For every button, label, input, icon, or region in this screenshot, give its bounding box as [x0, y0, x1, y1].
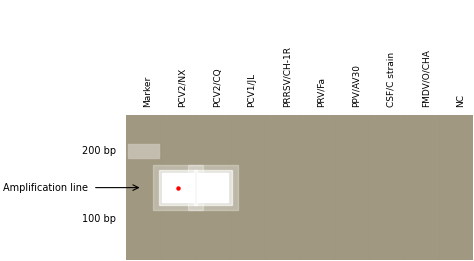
Bar: [197, 173, 228, 202]
Bar: [194, 170, 231, 205]
Bar: [126, 115, 474, 260]
Text: PCV2/NX: PCV2/NX: [178, 68, 187, 107]
Text: Marker: Marker: [143, 76, 152, 107]
Bar: [188, 165, 238, 210]
Text: Amplification line: Amplification line: [3, 183, 88, 193]
Bar: [159, 170, 197, 205]
Text: 200 bp: 200 bp: [82, 146, 117, 156]
Text: PCV1/JL: PCV1/JL: [247, 73, 256, 107]
Text: PRV/Fa: PRV/Fa: [317, 77, 326, 107]
Text: NC: NC: [456, 94, 465, 107]
Text: PRRSV/CH-1R: PRRSV/CH-1R: [282, 46, 291, 107]
Text: 100 bp: 100 bp: [82, 214, 117, 224]
Bar: [128, 144, 159, 158]
Text: PPV/AV30: PPV/AV30: [352, 64, 361, 107]
Text: FMDV/O/CHA: FMDV/O/CHA: [421, 49, 430, 107]
Bar: [153, 165, 203, 210]
Bar: [163, 173, 194, 202]
Text: PCV2/CQ: PCV2/CQ: [213, 68, 222, 107]
Text: CSF/C strain: CSF/C strain: [386, 52, 395, 107]
